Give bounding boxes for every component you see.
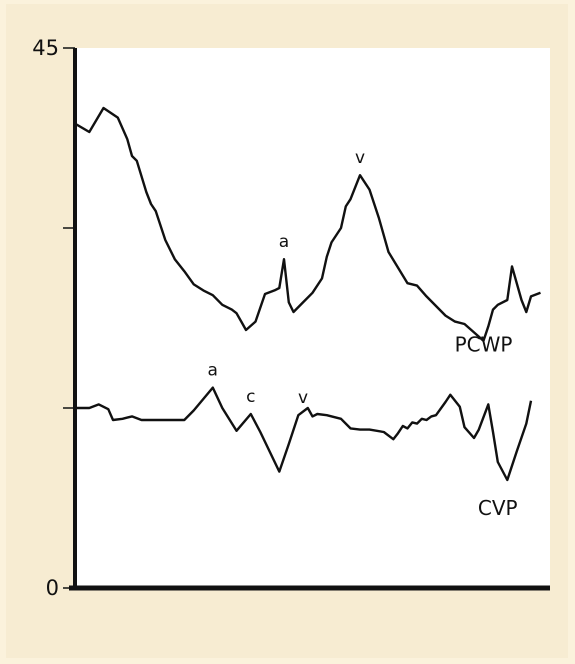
series-label-cvp: CVP: [478, 496, 518, 520]
y-tick-label-0: 0: [46, 576, 59, 600]
wave-label-cvp-c: c: [246, 387, 255, 407]
wave-label-pcwp-v: v: [355, 148, 365, 168]
series-label-pcwp: PCWP: [455, 333, 513, 357]
series-line-cvp: [75, 386, 533, 482]
series-line-pcwp: [74, 106, 541, 342]
wave-label-pcwp-a: a: [279, 232, 289, 252]
wave-label-cvp-v: v: [298, 388, 308, 408]
wave-label-cvp-a: a: [208, 361, 218, 381]
y-tick-label-45: 45: [32, 36, 59, 60]
plot-area: [75, 48, 550, 588]
